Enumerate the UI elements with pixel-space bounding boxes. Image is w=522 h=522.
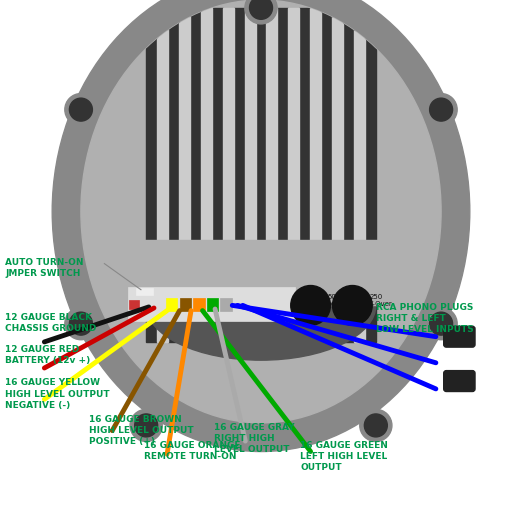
Bar bbox=[136, 288, 153, 295]
Text: 16 GAUGE GRAY
RIGHT HIGH
LEVEL OUTPUT: 16 GAUGE GRAY RIGHT HIGH LEVEL OUTPUT bbox=[214, 423, 294, 454]
Text: 50Hz
Level: 50Hz Level bbox=[327, 294, 346, 306]
Bar bbox=[288, 8, 299, 342]
Text: 12 GAUGE BLACK
CHASSIS GROUND: 12 GAUGE BLACK CHASSIS GROUND bbox=[5, 313, 97, 334]
Text: 16 GAUGE BROWN
HIGH LEVEL OUTPUT
POSITIVE (+): 16 GAUGE BROWN HIGH LEVEL OUTPUT POSITIV… bbox=[89, 415, 193, 446]
Bar bbox=[365, 8, 376, 342]
Bar bbox=[180, 298, 191, 311]
Bar bbox=[354, 8, 365, 342]
Bar bbox=[277, 8, 288, 342]
Text: 16 GAUGE ORANGE
REMOTE TURN-ON: 16 GAUGE ORANGE REMOTE TURN-ON bbox=[144, 441, 240, 461]
Circle shape bbox=[430, 312, 453, 335]
Bar bbox=[245, 8, 256, 342]
Text: AUTO TURN-ON
JMPER SWITCH: AUTO TURN-ON JMPER SWITCH bbox=[5, 258, 84, 279]
Circle shape bbox=[65, 93, 97, 126]
Ellipse shape bbox=[81, 0, 441, 423]
Circle shape bbox=[130, 409, 162, 442]
Text: RCA PHONO PLUGS
RIGHT & LEFT
LOW LEVEL INPUTS: RCA PHONO PLUGS RIGHT & LEFT LOW LEVEL I… bbox=[376, 303, 473, 334]
Bar bbox=[299, 8, 310, 342]
Bar bbox=[332, 8, 343, 342]
Text: 16 GAUGE YELLOW
HIGH LEVEL OUTPUT
NEGATIVE (-): 16 GAUGE YELLOW HIGH LEVEL OUTPUT NEGATI… bbox=[5, 378, 110, 410]
Bar bbox=[256, 8, 266, 342]
Circle shape bbox=[69, 98, 92, 121]
Circle shape bbox=[135, 414, 158, 437]
Bar bbox=[141, 240, 381, 305]
Circle shape bbox=[65, 307, 97, 340]
Circle shape bbox=[333, 286, 372, 325]
Circle shape bbox=[245, 0, 277, 24]
Bar bbox=[212, 8, 223, 342]
Bar bbox=[223, 8, 234, 342]
Bar bbox=[193, 298, 205, 311]
Bar bbox=[207, 298, 218, 311]
FancyBboxPatch shape bbox=[444, 326, 475, 347]
Bar bbox=[146, 8, 157, 342]
Bar bbox=[190, 8, 201, 342]
Bar bbox=[166, 298, 177, 311]
Bar bbox=[310, 8, 321, 342]
Circle shape bbox=[250, 0, 272, 19]
Bar bbox=[201, 8, 212, 342]
Circle shape bbox=[360, 409, 392, 442]
FancyBboxPatch shape bbox=[444, 371, 475, 392]
Bar bbox=[129, 300, 139, 309]
Bar bbox=[234, 8, 245, 342]
Text: 16 GAUGE GREEN
LEFT HIGH LEVEL
OUTPUT: 16 GAUGE GREEN LEFT HIGH LEVEL OUTPUT bbox=[300, 441, 388, 472]
Bar bbox=[343, 8, 354, 342]
Bar bbox=[321, 8, 332, 342]
Ellipse shape bbox=[52, 0, 470, 452]
Bar bbox=[266, 8, 277, 342]
Bar bbox=[157, 8, 168, 342]
Bar bbox=[220, 298, 232, 311]
Bar bbox=[179, 8, 190, 342]
Circle shape bbox=[425, 307, 457, 340]
Bar bbox=[128, 287, 295, 321]
Text: 250
X-Over: 250 X-Over bbox=[369, 294, 393, 306]
Text: 12 GAUGE RED
BATTERY (12v +): 12 GAUGE RED BATTERY (12v +) bbox=[5, 345, 90, 365]
Bar bbox=[168, 8, 179, 342]
Ellipse shape bbox=[146, 251, 376, 360]
Circle shape bbox=[430, 98, 453, 121]
Circle shape bbox=[291, 286, 330, 325]
Circle shape bbox=[425, 93, 457, 126]
Circle shape bbox=[69, 312, 92, 335]
Circle shape bbox=[364, 414, 387, 437]
